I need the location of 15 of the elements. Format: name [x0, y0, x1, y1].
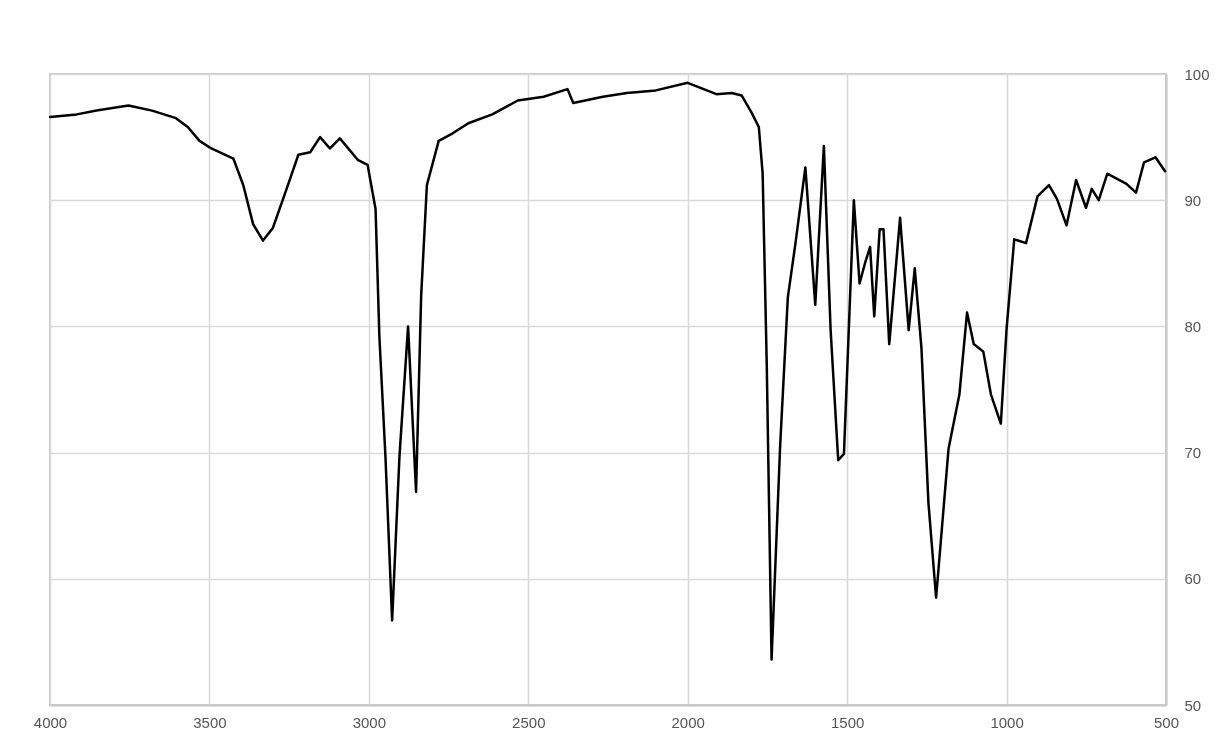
x-tick-label: 500	[1153, 713, 1180, 731]
y-tick-label: 100	[1184, 65, 1210, 83]
x-tick-label: 1500	[830, 713, 865, 731]
y-tick-label: 90	[1184, 191, 1202, 209]
x-tick-label: 2500	[512, 713, 546, 731]
x-tick-label: 1000	[990, 713, 1024, 731]
y-tick-label: 70	[1184, 444, 1202, 462]
line-series	[48, 81, 1167, 661]
x-tick-label: 4000	[33, 713, 68, 731]
x-tick-label: 2000	[671, 713, 705, 731]
x-tick-label: 3000	[352, 713, 387, 731]
y-tick-label: 50	[1184, 696, 1202, 714]
x-tick-label: 3500	[193, 713, 227, 731]
y-tick-label: 80	[1184, 317, 1202, 335]
y-tick-label: 60	[1184, 570, 1202, 588]
